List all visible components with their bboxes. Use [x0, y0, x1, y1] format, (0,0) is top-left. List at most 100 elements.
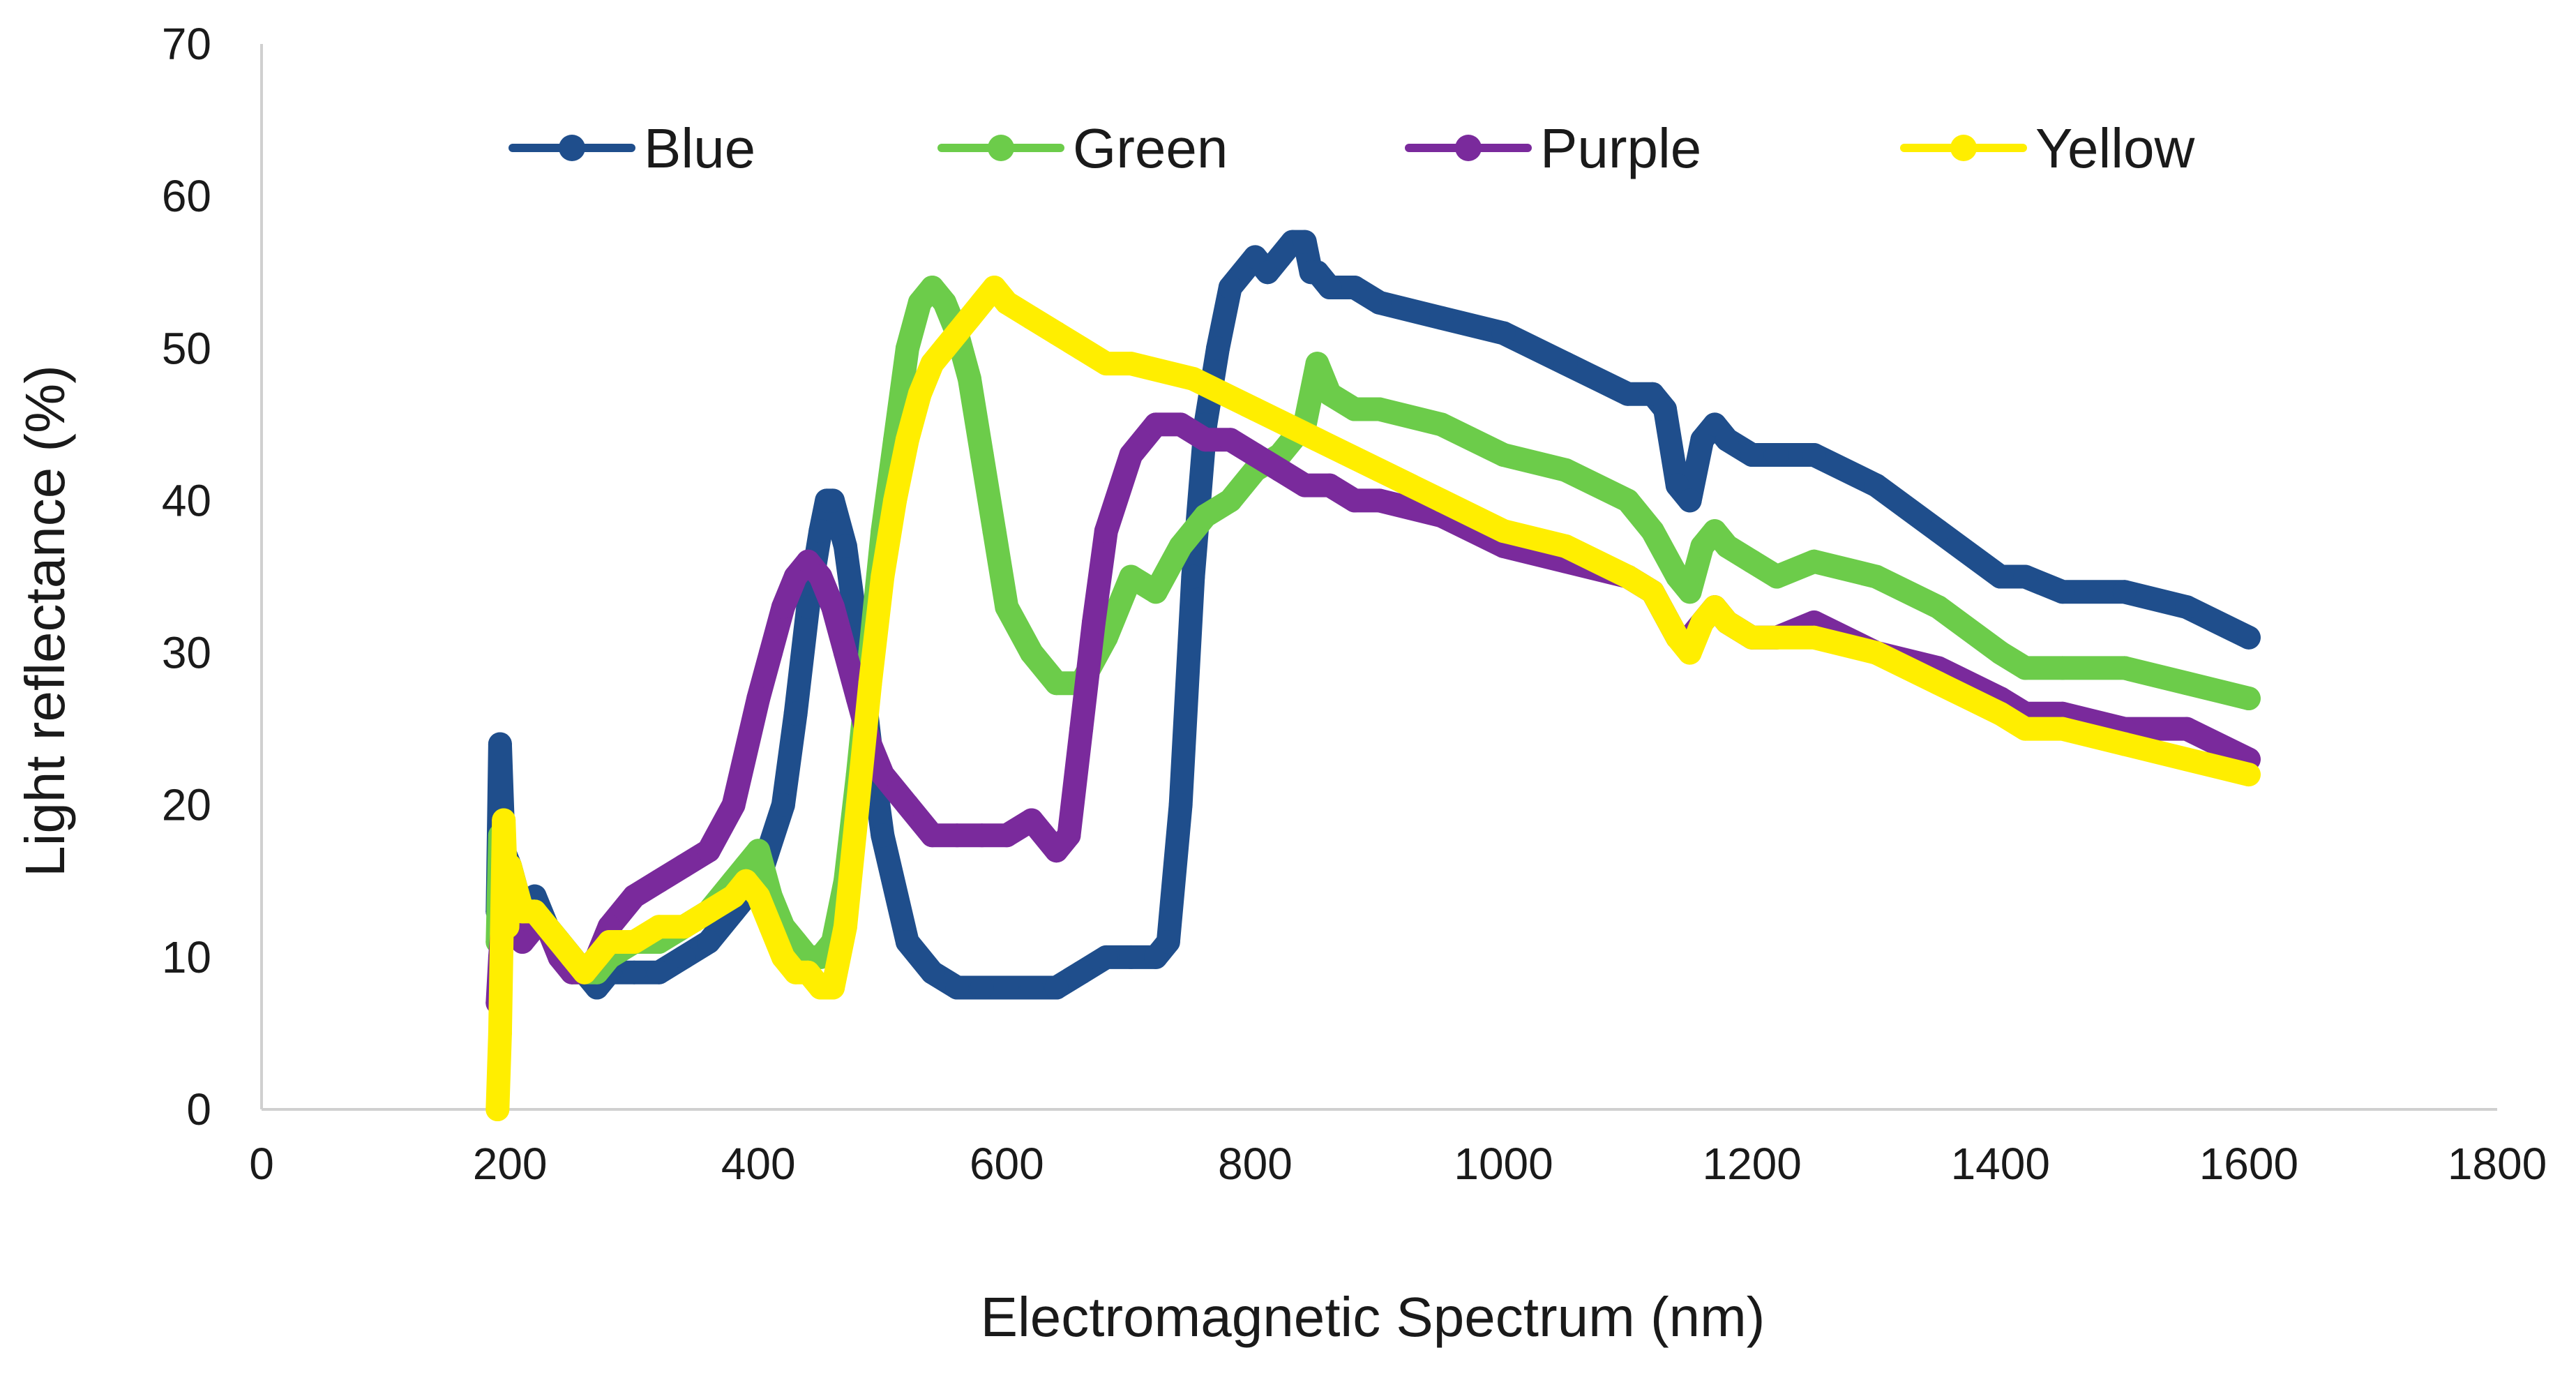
data-point: [1069, 336, 1094, 361]
data-point: [871, 763, 895, 787]
data-point: [821, 488, 845, 513]
data-point: [1641, 580, 1665, 604]
data-point: [1491, 519, 1516, 544]
data-point: [970, 975, 994, 1000]
data-point: [970, 823, 994, 848]
y-tick-label: 10: [162, 932, 211, 982]
series-layer: [485, 230, 2261, 1121]
data-point: [1119, 443, 1143, 467]
data-point: [771, 793, 795, 817]
data-point: [1740, 443, 1764, 467]
data-point: [1019, 975, 1044, 1000]
y-axis-title: Light reflectance (%): [14, 365, 76, 877]
data-point: [622, 884, 647, 908]
data-point: [1802, 549, 1826, 574]
data-point: [1678, 580, 1702, 604]
data-point: [697, 899, 721, 924]
data-point: [895, 930, 919, 954]
data-point: [1641, 519, 1665, 544]
data-point: [622, 930, 647, 954]
x-tick-label: 600: [970, 1139, 1044, 1189]
legend-item-green: Green: [937, 117, 1228, 179]
data-point: [495, 915, 520, 939]
data-point: [2174, 671, 2199, 696]
data-point: [933, 290, 957, 315]
data-point: [1268, 458, 1293, 482]
data-point: [957, 366, 981, 391]
data-point: [1342, 397, 1366, 421]
data-point: [492, 808, 516, 832]
x-tick-label: 1200: [1702, 1139, 1801, 1189]
data-point: [1044, 671, 1069, 696]
legend-swatch-marker: [1950, 135, 1977, 161]
data-point: [1678, 641, 1702, 665]
y-tick-label: 70: [162, 19, 211, 69]
data-point: [1019, 641, 1044, 665]
data-point: [1019, 306, 1044, 330]
data-point: [1168, 793, 1193, 817]
legend-item-blue: Blue: [509, 117, 755, 179]
plot-area: 0 200 400 600 800 1000 1200 1400 1600 1800 0 10 20 30…: [162, 19, 2547, 1189]
data-point: [2236, 763, 2261, 787]
data-point: [746, 884, 771, 908]
series-line-green: [485, 276, 2261, 984]
data-point: [1168, 412, 1193, 437]
legend-label: Yellow: [2035, 117, 2195, 179]
data-point: [995, 290, 1019, 315]
data-point: [1864, 641, 1888, 665]
data-point: [1615, 382, 1640, 406]
data-point: [488, 732, 512, 756]
data-point: [783, 701, 808, 726]
data-point: [1653, 397, 1677, 421]
series-blue: [485, 230, 2261, 1000]
data-point: [672, 854, 696, 878]
legend-swatch-marker: [988, 135, 1014, 161]
data-point: [672, 945, 696, 969]
data-point: [759, 915, 783, 939]
data-point: [1094, 519, 1118, 544]
data-point: [1988, 564, 2012, 589]
data-point: [808, 564, 833, 589]
series-yellow: [485, 276, 2261, 1121]
data-point: [1094, 352, 1118, 376]
x-tick-label: 1400: [1951, 1139, 2050, 1189]
legend-swatch-marker: [559, 135, 585, 161]
data-point: [759, 641, 783, 665]
data-point: [721, 793, 746, 817]
data-point: [697, 930, 721, 954]
data-point: [1044, 321, 1069, 345]
x-tick-label: 400: [721, 1139, 796, 1189]
data-point: [1615, 564, 1640, 589]
data-point: [1342, 276, 1366, 299]
data-point: [995, 823, 1019, 848]
data-point: [1193, 504, 1218, 528]
data-point: [1553, 352, 1578, 376]
data-point: [2236, 687, 2261, 710]
data-point: [1094, 945, 1118, 969]
data-point: [697, 839, 721, 863]
x-tick-label: 200: [473, 1139, 548, 1189]
data-point: [1069, 717, 1094, 741]
data-point: [746, 687, 771, 710]
data-point: [1367, 397, 1392, 421]
data-point: [970, 443, 994, 467]
data-point: [1318, 473, 1342, 497]
data-point: [1491, 321, 1516, 345]
data-point: [1069, 960, 1094, 984]
data-point: [821, 975, 845, 1000]
data-point: [833, 915, 857, 939]
data-point: [1429, 306, 1454, 330]
x-tick-label: 1800: [2448, 1139, 2547, 1189]
data-point: [1765, 443, 1789, 467]
data-point: [2112, 580, 2137, 604]
legend: Blue Green Purple Yellow: [509, 117, 2195, 179]
x-axis-title: Electromagnetic Spectrum (nm): [981, 1286, 1765, 1348]
data-point: [1181, 564, 1205, 589]
data-point: [1367, 488, 1392, 513]
data-point: [1491, 443, 1516, 467]
x-tick-label: 1000: [1454, 1139, 1553, 1189]
data-point: [647, 960, 671, 984]
legend-item-yellow: Yellow: [1900, 117, 2195, 179]
data-point: [2013, 564, 2038, 589]
